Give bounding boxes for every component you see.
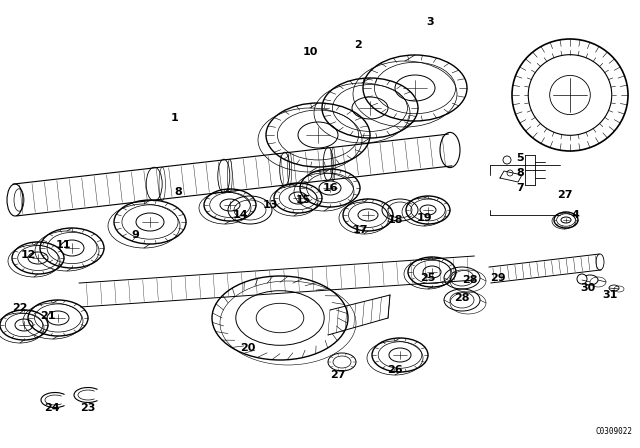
Text: 12: 12	[20, 250, 36, 260]
Text: 28: 28	[462, 275, 477, 285]
Text: 10: 10	[302, 47, 317, 57]
Text: 8: 8	[516, 168, 524, 178]
Text: 27: 27	[330, 370, 346, 380]
Text: 14: 14	[232, 210, 248, 220]
Text: 1: 1	[171, 113, 179, 123]
Text: 25: 25	[420, 273, 436, 283]
Text: C0309022: C0309022	[595, 427, 632, 436]
Text: 24: 24	[44, 403, 60, 413]
Text: 3: 3	[426, 17, 434, 27]
Text: 31: 31	[602, 290, 618, 300]
Text: 2: 2	[354, 40, 362, 50]
Text: 21: 21	[40, 311, 56, 321]
Text: 29: 29	[490, 273, 506, 283]
Text: 20: 20	[240, 343, 256, 353]
Text: 4: 4	[571, 210, 579, 220]
Text: 18: 18	[387, 215, 403, 225]
Text: 30: 30	[580, 283, 596, 293]
Text: 23: 23	[80, 403, 96, 413]
Text: 19: 19	[417, 213, 433, 223]
Text: 22: 22	[12, 303, 28, 313]
Text: 16: 16	[322, 183, 338, 193]
Text: 7: 7	[516, 183, 524, 193]
Polygon shape	[500, 171, 522, 182]
Text: 8: 8	[174, 187, 182, 197]
Text: 17: 17	[352, 225, 368, 235]
Text: 27: 27	[557, 190, 573, 200]
Text: 9: 9	[131, 230, 139, 240]
Text: 13: 13	[262, 200, 278, 210]
Ellipse shape	[577, 274, 587, 284]
Text: 28: 28	[454, 293, 470, 303]
Text: 26: 26	[387, 365, 403, 375]
Text: 5: 5	[516, 153, 524, 163]
Text: 15: 15	[295, 195, 310, 205]
Text: 11: 11	[55, 240, 71, 250]
